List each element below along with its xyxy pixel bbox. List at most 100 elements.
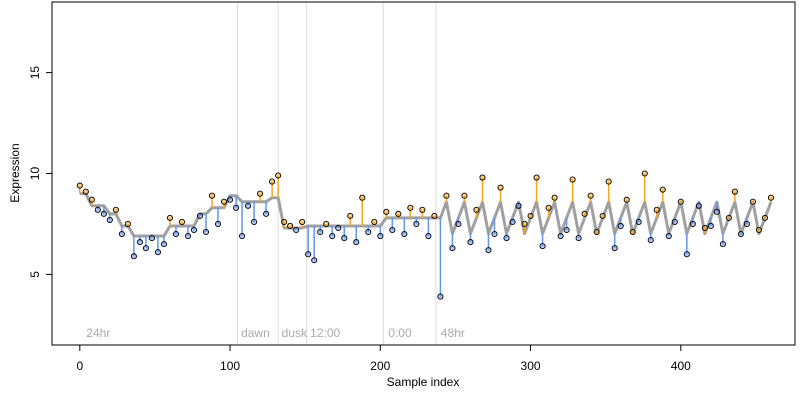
data-point — [220, 198, 228, 205]
data-point — [473, 206, 480, 213]
data-point — [761, 214, 768, 221]
data-point — [605, 178, 612, 185]
data-point — [359, 194, 366, 201]
data-point — [383, 208, 390, 215]
data-point — [575, 235, 582, 242]
data-point — [94, 206, 101, 213]
data-point — [431, 212, 438, 219]
data-point — [293, 226, 300, 234]
data-point — [515, 202, 522, 209]
data-point — [407, 204, 414, 211]
y-tick-label: 15 — [28, 66, 42, 80]
data-point — [239, 232, 246, 240]
data-point — [389, 226, 396, 234]
data-point — [461, 192, 468, 199]
annotation: dusk — [282, 326, 308, 340]
annotation: 0:00 — [388, 326, 412, 340]
y-axis-label: Expression — [8, 143, 22, 202]
y-tick-label: 10 — [28, 167, 42, 181]
data-point — [695, 202, 702, 209]
data-point — [401, 230, 408, 238]
data-point — [172, 230, 180, 238]
data-point — [521, 220, 528, 227]
data-point — [509, 218, 516, 225]
data-point — [713, 208, 720, 215]
data-point — [178, 218, 186, 225]
data-point — [737, 230, 744, 238]
data-point — [257, 190, 264, 197]
data-point — [665, 232, 672, 240]
data-point — [335, 224, 342, 232]
annotation: 24hr — [86, 326, 110, 340]
data-point — [749, 198, 756, 205]
data-point — [226, 196, 234, 203]
x-tick-label: 100 — [220, 359, 240, 373]
annotation: 12:00 — [310, 326, 340, 340]
data-point — [755, 226, 762, 234]
data-point — [214, 220, 222, 227]
data-point — [701, 224, 708, 232]
plot-frame — [51, 1, 796, 346]
data-point — [311, 257, 318, 264]
data-point — [245, 202, 252, 209]
data-point — [329, 232, 336, 240]
data-point — [269, 178, 276, 185]
data-point — [118, 230, 125, 238]
data-point — [437, 293, 444, 300]
data-point — [371, 218, 378, 225]
data-point — [557, 232, 564, 240]
data-point — [449, 245, 456, 252]
data-point — [467, 239, 474, 246]
data-point — [106, 216, 113, 223]
data-point — [689, 220, 696, 227]
data-point — [287, 222, 294, 230]
data-point — [142, 245, 149, 252]
data-point — [100, 210, 107, 217]
data-point — [677, 198, 684, 205]
data-point — [208, 192, 216, 199]
data-point — [683, 251, 690, 258]
data-point — [767, 194, 775, 201]
data-point — [136, 239, 143, 246]
data-point — [196, 212, 204, 219]
data-point — [719, 241, 726, 248]
data-point — [166, 214, 173, 221]
data-point — [503, 235, 510, 242]
y-tick-label: 5 — [28, 271, 42, 278]
data-point — [82, 188, 89, 195]
data-point — [112, 206, 119, 213]
data-point — [539, 243, 546, 250]
data-point — [497, 184, 504, 191]
data-point — [731, 188, 738, 195]
data-point — [317, 228, 324, 236]
data-point — [599, 212, 606, 219]
data-point — [160, 241, 167, 248]
data-point — [154, 249, 161, 256]
data-point — [743, 220, 750, 227]
data-point — [533, 174, 540, 181]
x-axis-label: Sample index — [387, 375, 460, 389]
data-point — [323, 220, 330, 227]
data-point — [353, 239, 360, 246]
data-point — [347, 212, 354, 219]
data-point — [299, 218, 306, 225]
data-point — [587, 192, 594, 199]
data-point — [233, 204, 240, 211]
data-point — [455, 220, 462, 227]
data-point — [395, 210, 402, 217]
data-point — [76, 182, 83, 189]
data-point — [623, 196, 630, 203]
data-point — [581, 210, 588, 217]
x-tick-label: 0 — [76, 359, 83, 373]
data-point — [569, 176, 576, 183]
data-point — [377, 232, 384, 240]
data-point — [527, 212, 534, 219]
data-point — [671, 218, 678, 225]
data-point — [263, 210, 270, 217]
data-point — [251, 218, 258, 225]
data-point — [617, 222, 624, 230]
annotation: 48hr — [441, 326, 465, 340]
data-point — [641, 170, 648, 177]
data-point — [341, 235, 348, 242]
